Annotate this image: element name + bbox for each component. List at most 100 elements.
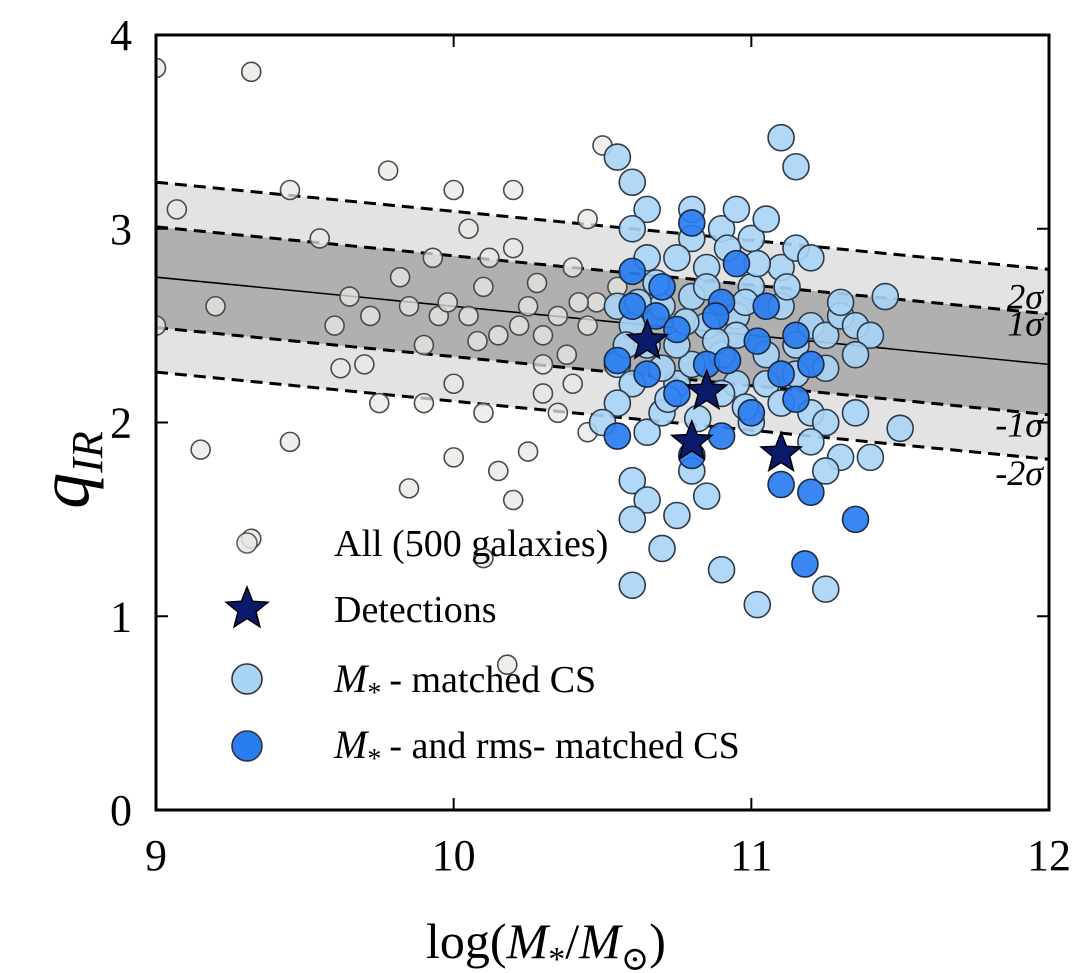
point-all [562,257,584,278]
point-mass-rms-matched [841,505,870,534]
point-all [496,654,518,675]
point-all [473,402,494,424]
point-all [479,247,500,269]
band-label: 1σ [1007,304,1044,344]
fit-line [156,276,1049,366]
point-mass-matched [797,428,825,456]
point-mass-rms-matched [707,422,736,450]
point-mass-matched [797,244,825,272]
point-all [577,315,598,336]
x-label-m: M [506,913,551,969]
point-mass-matched [871,282,900,311]
point-mass-rms-matched [648,273,676,301]
point-mass-matched [841,340,870,369]
point-all [547,402,569,424]
point-mass-matched [633,195,661,224]
point-all [526,272,548,294]
point-mass-rms-matched [642,302,670,330]
legend-mass-matched-marker [231,663,263,695]
y-tick-label: 2 [110,399,132,448]
point-mass-matched [826,288,855,317]
band-label: 2σ [1007,277,1044,317]
point-all [279,179,301,201]
point-all [488,460,509,482]
y-label-q: q [24,473,104,509]
point-mass-rms-matched [603,422,632,450]
point-all [398,295,420,317]
point-all [562,373,584,395]
point-mass-rms-matched [791,550,819,578]
point-all [190,439,211,460]
x-axis-label: log(M*/M⊙) [426,913,666,973]
x-tick-label: 11 [730,831,772,880]
point-all [398,478,420,499]
y-tick-label: 3 [110,205,132,254]
point-mass-matched [743,590,772,619]
x-label-star: * [548,941,565,973]
point-mass-matched [773,273,801,301]
point-mass-matched [767,123,795,152]
point-mass-matched [722,195,751,224]
point-all [324,315,345,336]
point-mass-matched [663,244,691,272]
point-all [309,228,331,249]
point-all [377,160,399,181]
point-all [473,276,494,298]
point-mass-matched [811,457,840,485]
legend-mass-rms-matched-label: M* - and rms- matched CS [333,722,740,775]
band-label: -2σ [995,453,1044,493]
point-mass-matched [856,443,885,472]
point-all [354,354,375,375]
point-mass-matched [648,534,676,563]
point-all [443,447,464,468]
point-mass-rms-matched [797,478,825,507]
point-all [517,441,539,462]
point-all [532,383,554,404]
legend-mass-rms-matched-marker [231,730,263,762]
point-mass-matched [811,321,840,350]
point-mass-matched [603,389,632,417]
point-all [458,218,479,240]
point-mass-matched [886,414,914,443]
point-mass-rms-matched [737,399,766,427]
point-all [205,295,226,317]
point-mass-rms-matched [618,257,647,286]
point-mass-rms-matched [663,315,691,344]
x-label-sun: ⊙ [621,941,650,973]
point-mass-matched [856,321,885,350]
point-all [279,431,301,453]
point-all [467,330,488,352]
point-all [547,305,569,327]
point-all [568,292,589,313]
sigma-line-minus1 [156,326,1049,417]
x-tick-label: 9 [145,831,167,880]
y-axis-label: qIR [24,431,112,509]
point-all [339,286,360,307]
point-mass-matched [692,482,721,510]
legend-mass-symbol-2: M [333,722,370,767]
point-mass-rms-matched [722,249,751,278]
legend-mass-matched-text: - matched CS [389,659,596,701]
point-mass-rms-matched [752,292,781,321]
point-mass-matched [633,418,661,446]
point-all [502,179,524,201]
point-mass-rms-matched [633,360,661,388]
y-label-ir: IR [63,431,112,474]
point-all [577,208,598,230]
point-mass-matched [811,408,840,437]
point-mass-rms-matched [663,379,691,408]
point-all [502,237,524,259]
legend-mass-rms-matched-text: - and rms- matched CS [389,725,739,767]
point-mass-matched [618,505,647,534]
point-all [488,325,509,346]
legend-mass-subscript-2: * [367,744,381,775]
point-mass-rms-matched [782,385,810,414]
x-label-slash: / [565,913,579,969]
point-all [156,315,167,336]
point-all [473,547,494,569]
point-detection [759,430,804,473]
legend-mass-matched-label: M* - matched CS [333,656,596,709]
